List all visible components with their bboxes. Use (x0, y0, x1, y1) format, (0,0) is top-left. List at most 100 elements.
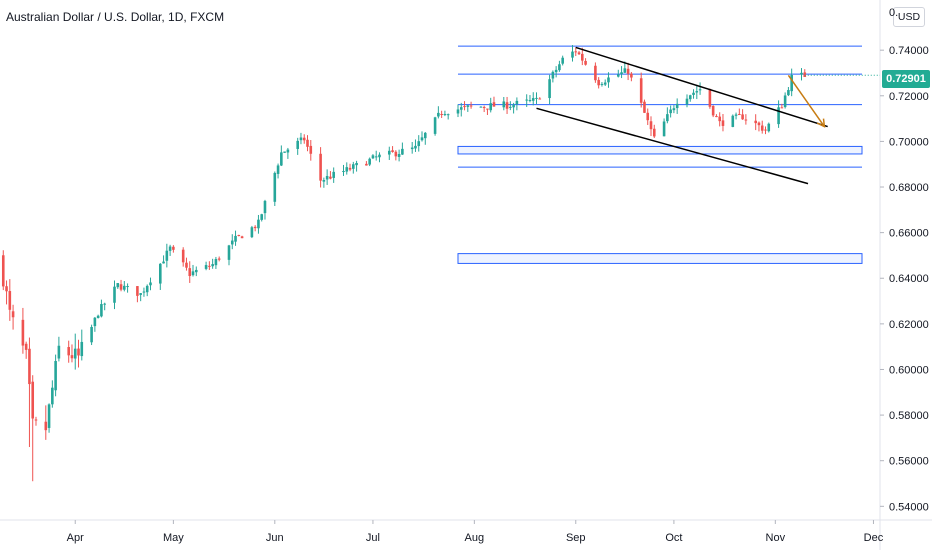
candle (538, 98, 542, 100)
x-tick-label: Oct (665, 532, 682, 544)
candle (443, 114, 447, 116)
x-tick-label: Nov (766, 532, 786, 544)
candle (5, 286, 8, 292)
candle (165, 250, 169, 261)
candle (345, 167, 349, 172)
candle (492, 102, 496, 107)
candle (571, 51, 574, 58)
candle (355, 162, 358, 166)
candle (502, 101, 506, 108)
candle (280, 152, 283, 166)
candle (302, 137, 306, 141)
candle (515, 100, 519, 105)
candle (77, 348, 80, 356)
candle (718, 116, 722, 122)
support-zone (457, 145, 863, 155)
candle (417, 141, 421, 147)
chart-title: Australian Dollar / U.S. Dollar, 1D, FXC… (6, 10, 225, 24)
candle (581, 53, 584, 61)
candle (342, 171, 345, 173)
candle (31, 381, 35, 419)
candle (437, 112, 440, 117)
candle (322, 180, 326, 182)
candle (306, 139, 309, 147)
candle (158, 263, 162, 284)
candle (675, 103, 679, 109)
candle (67, 347, 70, 356)
x-tick-label: Sep (566, 532, 586, 544)
candle (401, 148, 404, 155)
candle (764, 129, 767, 131)
candle (365, 163, 368, 166)
candle (734, 114, 738, 116)
candle (531, 98, 535, 101)
candle (744, 119, 748, 121)
candle (260, 214, 264, 220)
candle (54, 360, 57, 391)
candle (348, 167, 352, 170)
candle (11, 311, 15, 318)
candle (394, 151, 398, 157)
candle (47, 404, 51, 428)
candle (715, 116, 718, 118)
candle (528, 100, 532, 102)
candle (649, 121, 653, 130)
candle (646, 112, 650, 121)
x-tick-label: Aug (465, 532, 485, 544)
candle (505, 102, 509, 109)
candle (414, 145, 417, 149)
candle (616, 74, 620, 77)
candle (597, 79, 600, 86)
upper-trend-line (575, 46, 828, 128)
candle (561, 57, 564, 64)
candle (698, 89, 702, 91)
candle (194, 269, 198, 273)
candle (459, 107, 463, 110)
candle (574, 51, 578, 53)
y-tick-label: 0.66000 (889, 228, 929, 240)
candle (711, 106, 715, 116)
y-tick-label: 0.72000 (889, 91, 929, 103)
candle (142, 291, 146, 293)
candle (387, 150, 391, 155)
candle (332, 171, 335, 178)
candle (51, 387, 54, 405)
candle (456, 109, 460, 114)
candle (34, 419, 38, 421)
candle (780, 107, 784, 109)
candle (446, 114, 450, 116)
candle (299, 137, 303, 141)
candle (126, 286, 129, 288)
candle (623, 68, 627, 73)
y-tick-label: 0.62000 (889, 319, 929, 331)
candle (738, 114, 741, 116)
currency-badge[interactable]: USD (893, 7, 925, 27)
candle (276, 165, 280, 174)
candle (234, 235, 237, 242)
candle (672, 108, 676, 111)
candle (558, 64, 561, 71)
y-tick-label: 0.74000 (889, 45, 929, 57)
candle (721, 120, 725, 126)
candle (1, 255, 5, 287)
candle (70, 355, 74, 359)
y-tick-label: 0.68000 (889, 182, 929, 194)
candle (172, 246, 175, 250)
candle (708, 88, 712, 107)
candle (237, 234, 241, 236)
candle (548, 79, 551, 99)
candle (607, 77, 610, 83)
candle (296, 140, 299, 149)
candle (662, 121, 666, 137)
candle (378, 154, 381, 158)
candle (767, 123, 771, 132)
candle (600, 83, 604, 85)
forecast-arrow-head (816, 118, 826, 128)
candle (741, 114, 744, 120)
candle (227, 245, 231, 260)
candle (790, 74, 793, 92)
candle (423, 132, 427, 139)
candle (626, 68, 630, 74)
lower-trend-line (536, 107, 809, 185)
